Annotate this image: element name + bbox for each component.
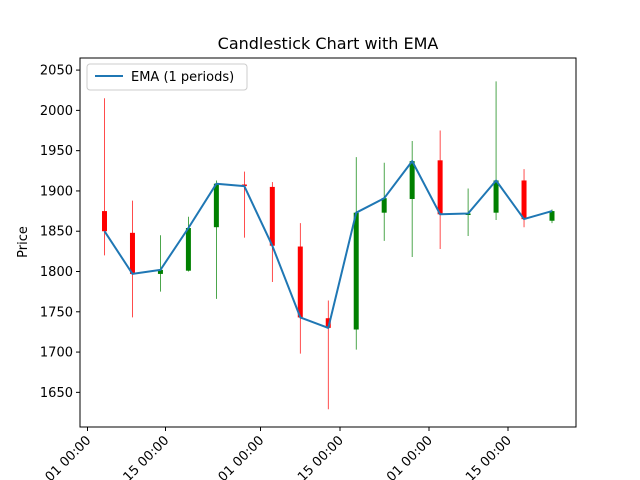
candle-body (381, 198, 387, 213)
plot-area (79, 57, 577, 428)
legend-label: EMA (1 periods) (131, 70, 234, 85)
candle-body (157, 269, 163, 274)
candle-body (521, 180, 527, 220)
candle-body (129, 232, 135, 274)
candle-body (493, 180, 499, 213)
legend: EMA (1 periods) (86, 63, 248, 91)
ema-line (103, 160, 553, 329)
chart-title: Candlestick Chart with EMA (218, 34, 439, 53)
candle-body (549, 211, 555, 221)
y-axis-label: Price (16, 226, 31, 258)
y-axis: 1650 1700 1750 1800 1850 1900 1950 2000 2050 (40, 64, 80, 401)
candle-body (213, 183, 219, 228)
candle-body (185, 227, 191, 271)
candle-body (409, 161, 415, 199)
candle-body (297, 246, 303, 318)
y-tick-label: 1900 (40, 184, 73, 199)
candle-body (269, 186, 275, 246)
y-tick-label: 1800 (40, 265, 73, 280)
axes-frame (79, 57, 577, 428)
candle-body (102, 211, 107, 232)
candle-body (353, 212, 359, 330)
y-tick-label: 1750 (40, 305, 73, 320)
candle-body (437, 160, 443, 215)
candles-layer (102, 81, 555, 410)
y-tick-label: 1950 (40, 144, 73, 159)
y-tick-label: 1650 (40, 386, 73, 401)
y-tick-label: 1850 (40, 225, 73, 240)
y-tick-label: 2000 (40, 104, 73, 119)
ema-layer (103, 160, 553, 329)
legend-box (86, 63, 248, 91)
y-tick-label: 1700 (40, 346, 73, 361)
y-tick-label: 2050 (40, 64, 73, 79)
candle-body (325, 318, 331, 328)
